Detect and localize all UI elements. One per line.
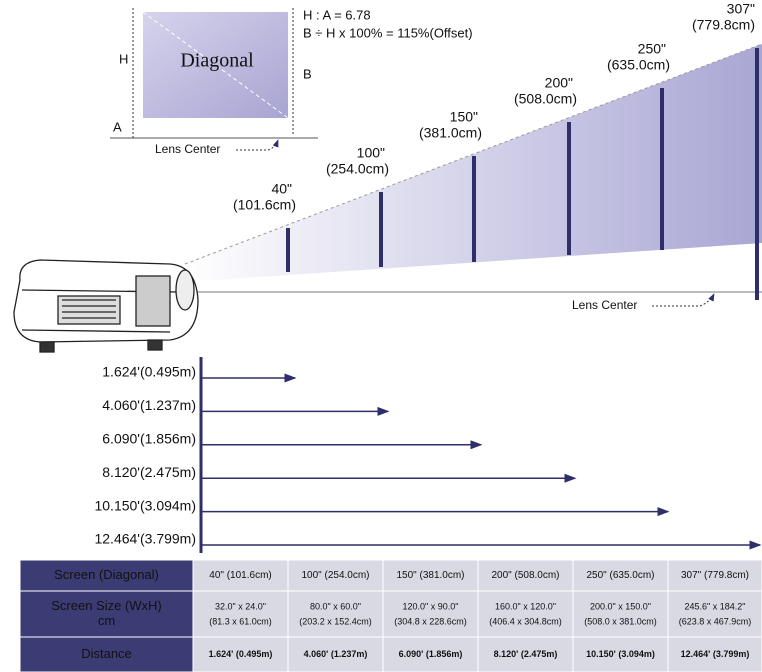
distance-label: 6.090'(1.856m) (102, 431, 196, 447)
cell-text: (203.2 x 152.4cm) (299, 616, 372, 626)
formula-offset: B ÷ H x 100% = 115%(Offset) (303, 25, 473, 40)
row-label: Distance (81, 646, 132, 661)
table-cell (477, 559, 574, 592)
cell-text: 32.0" x 24.0" (215, 601, 266, 611)
cell-text: 4.060' (1.237m) (304, 649, 368, 659)
table-cell (477, 590, 574, 638)
cell-text: 245.6" x 184.2" (685, 601, 746, 611)
table-header-cell (19, 636, 194, 672)
screen-size: 100" (357, 145, 385, 161)
screen-size: 200" (545, 75, 573, 91)
table-cell (477, 636, 574, 672)
cell-text: 12.464' (3.799m) (681, 649, 750, 659)
cell-text: (406.4 x 304.8cm) (489, 616, 562, 626)
cell-text: 200" (508.0cm) (491, 570, 559, 581)
cell-text: 120.0" x 90.0" (403, 601, 459, 611)
cell-text: 200.0" x 150.0" (590, 601, 651, 611)
table-cell (572, 590, 669, 638)
cell-text: (304.8 x 228.6cm) (394, 616, 467, 626)
cell-text: 160.0" x 120.0" (495, 601, 556, 611)
distance-label: 12.464'(3.799m) (94, 531, 196, 547)
screen-size-cm: (101.6cm) (233, 197, 296, 213)
lens-center-pointer (236, 139, 279, 151)
label-b: B (303, 66, 312, 81)
screen-size-cm: (254.0cm) (326, 161, 389, 177)
diagonal-label: Diagonal (180, 50, 254, 72)
lens-center-label: Lens Center (572, 298, 637, 312)
cone-edge (184, 43, 762, 265)
screen-size-cm: (508.0cm) (514, 91, 577, 107)
distance-label: 4.060'(1.237m) (102, 397, 196, 413)
cell-text: 10.150' (3.094m) (586, 649, 655, 659)
cell-text: 307" (779.8cm) (681, 570, 749, 581)
formula-ratio: H : A = 6.78 (303, 7, 371, 22)
row-label: Screen (Diagonal) (54, 567, 159, 582)
label-a: A (113, 119, 122, 134)
table-header-cell (19, 559, 194, 592)
table-cell (382, 636, 479, 672)
cell-text: 250" (635.0cm) (586, 570, 654, 581)
screen-size-cm: (779.8cm) (692, 17, 755, 33)
inset: H A B Diagonal Lens Center H : A = 6.78 … (110, 7, 473, 156)
cell-text: (623.8 x 467.9cm) (679, 616, 752, 626)
table-cell (287, 590, 384, 638)
table-cell (192, 590, 289, 638)
cell-text: 40" (101.6cm) (209, 570, 271, 581)
screen-size: 307" (727, 1, 755, 17)
cell-text: 150" (381.0cm) (396, 570, 464, 581)
cell-text: 100" (254.0cm) (301, 570, 369, 581)
table-cell (667, 636, 762, 672)
distance-label: 1.624'(0.495m) (102, 364, 196, 380)
table-cell (382, 590, 479, 638)
screen-size: 40" (271, 181, 292, 197)
cell-text: 8.120' (2.475m) (494, 649, 558, 659)
cell-text: (81.3 x 61.0cm) (209, 616, 272, 626)
label-h: H (119, 51, 128, 66)
row-label: Screen Size (WxH) cm (51, 598, 162, 628)
projector (13, 259, 199, 353)
diagonal-line (142, 11, 289, 119)
cell-text: 6.090' (1.856m) (399, 649, 463, 659)
screen-size: 150" (450, 109, 478, 125)
table-header-cell (19, 590, 194, 638)
cell-text: 80.0" x 60.0" (310, 601, 361, 611)
cell-text: (508.0 x 381.0cm) (584, 616, 657, 626)
screen-size-cm: (381.0cm) (419, 125, 482, 141)
lens-center-pointer (652, 293, 715, 307)
cell-text: 1.624' (0.495m) (209, 649, 273, 659)
table-cell (192, 636, 289, 672)
table-cell (667, 590, 762, 638)
distance-label: 10.150'(3.094m) (94, 497, 196, 513)
lens-center-label: Lens Center (155, 142, 220, 156)
table-cell (192, 559, 289, 592)
screen-size: 250" (638, 41, 666, 57)
table-cell (287, 559, 384, 592)
screen-size-cm: (635.0cm) (607, 57, 670, 73)
distance-label: 8.120'(2.475m) (102, 464, 196, 480)
